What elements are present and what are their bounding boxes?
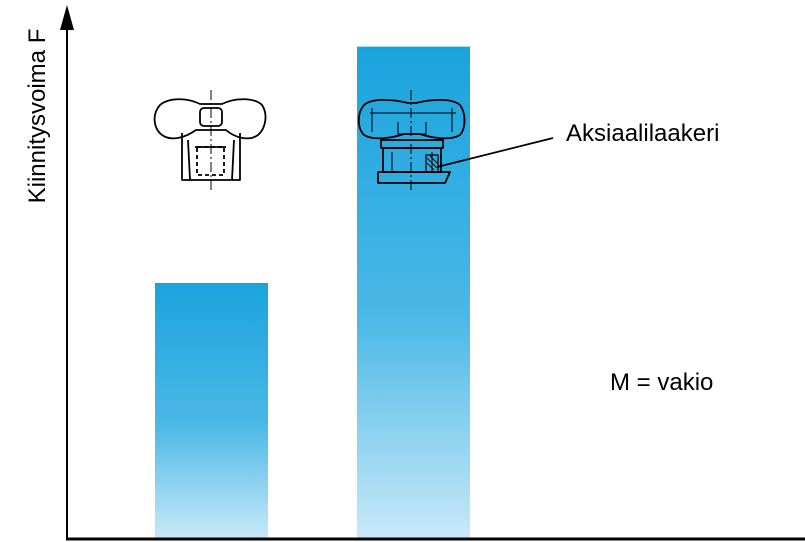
bar-2 <box>357 46 470 539</box>
bar-1 <box>155 282 268 539</box>
y-axis-arrow <box>60 5 74 30</box>
star-knob-icon <box>153 90 267 192</box>
bearing-leader-line <box>436 137 554 168</box>
bearing-label: Aksiaalilaakeri <box>566 120 719 147</box>
bars-group <box>155 46 470 539</box>
star-knob-with-bearing-icon <box>357 90 466 192</box>
y-axis-label: Kiinnitysvoima F <box>24 29 51 204</box>
constant-moment-note: M = vakio <box>610 369 713 396</box>
